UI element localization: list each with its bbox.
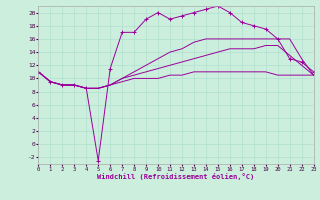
- X-axis label: Windchill (Refroidissement éolien,°C): Windchill (Refroidissement éolien,°C): [97, 173, 255, 180]
